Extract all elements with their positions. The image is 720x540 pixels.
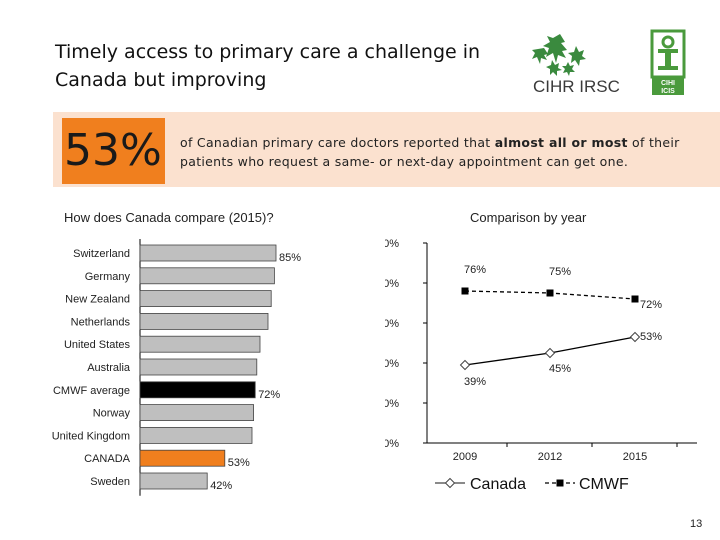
bar-value-label: 85% — [279, 252, 301, 264]
line-x-tick-label: 2012 — [538, 451, 562, 463]
cihr-logo-text: CIHR IRSC — [533, 77, 620, 96]
bar-germany — [139, 267, 275, 285]
cihi-logo-text-2: ICIS — [661, 88, 675, 95]
banner-text: of Canadian primary care doctors reporte… — [180, 133, 700, 171]
line-y-tick-label: 20% — [385, 398, 399, 410]
bar-category-label: United Kingdom — [52, 430, 130, 442]
bar-category-label: CANADA — [84, 453, 131, 465]
point-label-canada: 53% — [640, 331, 662, 343]
bar-category-label: Australia — [87, 362, 131, 374]
bar-value-label: 72% — [258, 389, 280, 401]
line-y-tick-label: 0% — [385, 438, 399, 450]
banner-text-after: of their patients who request a same- or… — [180, 135, 680, 169]
banner-text-before: of Canadian primary care doctors reporte… — [180, 135, 495, 150]
bar-sweden — [139, 472, 208, 490]
bar-category-label: CMWF average — [53, 385, 130, 397]
legend-label-cmwf: CMWF — [579, 476, 629, 493]
point-label-canada: 45% — [549, 363, 571, 375]
point-label-canada: 39% — [464, 376, 486, 388]
line-y-tick-label: 40% — [385, 358, 399, 370]
bar-chart: Switzerland 85% Germany New Zealand Netherla… — [52, 239, 301, 496]
point-label-cmwf: 76% — [464, 264, 486, 276]
line-x-tick-label: 2009 — [453, 451, 477, 463]
line-y-tick-label: 100% — [385, 238, 399, 250]
page-title: Timely access to primary care a challeng… — [55, 41, 481, 91]
bar-category-label: United States — [64, 339, 131, 351]
cihr-logo: CIHR IRSC CIHI ICIS — [532, 29, 686, 96]
legend-label-canada: Canada — [470, 476, 526, 493]
line-chart: 0% 20% 40% 60% 80% 100% 2009 2012 2015 39% 45% 53% 7… — [385, 238, 697, 493]
page-number: 13 — [690, 518, 703, 530]
bar-category-label: Sweden — [90, 476, 130, 488]
point-label-cmwf: 75% — [549, 266, 571, 278]
line-chart-title: Comparison by year — [470, 210, 587, 225]
point-canada — [459, 359, 471, 371]
banner-text-bold: almost all or most — [494, 135, 628, 150]
headline-stat: 53% — [62, 118, 165, 184]
legend-marker-canada — [444, 477, 456, 489]
bar-category-label: New Zealand — [65, 294, 130, 306]
line-y-tick-label: 80% — [385, 278, 399, 290]
point-canada — [629, 331, 641, 343]
legend-marker-cmwf — [556, 479, 564, 487]
bar-category-label: Switzerland — [73, 248, 130, 260]
bar-canada — [139, 449, 226, 467]
logo-area: CIHR IRSC CIHI ICIS — [528, 28, 698, 98]
point-canada — [544, 347, 556, 359]
bar-value-label: 53% — [228, 457, 250, 469]
point-cmwf — [631, 295, 639, 303]
line-y-tick-label: 60% — [385, 318, 399, 330]
bar-new-zealand — [139, 290, 272, 307]
bar-category-label: Netherlands — [71, 316, 131, 328]
bar-category-label: Norway — [93, 408, 131, 420]
bar-category-label: Germany — [85, 271, 131, 283]
bar-united-states — [139, 335, 261, 353]
bar-switzerland — [139, 244, 277, 262]
point-cmwf — [546, 289, 554, 297]
point-cmwf — [461, 287, 469, 295]
bar-chart-title: How does Canada compare (2015)? — [64, 210, 274, 225]
bar-australia — [139, 358, 258, 376]
bar-united-kingdom — [139, 426, 253, 444]
bar-cmwf-average — [139, 381, 256, 399]
cihi-logo-text-1: CIHI — [661, 80, 675, 87]
line-x-tick-label: 2015 — [623, 451, 647, 463]
bar-value-label: 42% — [210, 480, 232, 492]
point-label-cmwf: 72% — [640, 299, 662, 311]
bar-netherlands — [139, 313, 269, 330]
bar-norway — [139, 404, 254, 422]
